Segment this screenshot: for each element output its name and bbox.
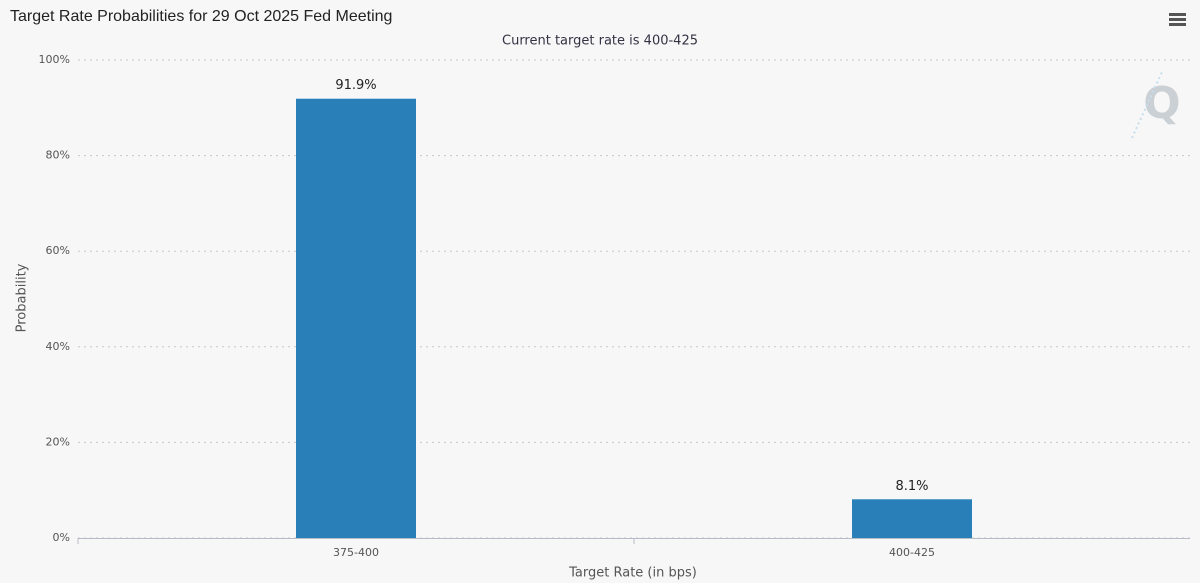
y-tick-label: 100% (39, 53, 70, 66)
chart-subtitle: Current target rate is 400-425 (502, 34, 698, 49)
x-axis-label: Target Rate (in bps) (568, 566, 697, 581)
y-tick-label: 0% (53, 531, 70, 544)
data-label: 91.9% (335, 78, 376, 93)
y-tick-label: 40% (46, 340, 70, 353)
logo-stripe (1131, 71, 1163, 139)
menu-bar[interactable] (1169, 23, 1186, 26)
chart-title: Target Rate Probabilities for 29 Oct 202… (10, 8, 392, 25)
y-tick-label: 80% (46, 149, 70, 162)
bar (852, 499, 972, 538)
bar (296, 98, 416, 538)
menu-bar[interactable] (1169, 18, 1186, 21)
menu-bar[interactable] (1169, 13, 1186, 16)
x-tick-label: 400-425 (889, 546, 935, 559)
logo: Q (1131, 71, 1181, 139)
x-tick-label: 375-400 (333, 546, 379, 559)
y-tick-label: 60% (46, 244, 70, 257)
data-label: 8.1% (895, 479, 928, 494)
menu-button[interactable] (1169, 13, 1186, 26)
y-tick-label: 20% (46, 435, 70, 448)
y-axis-label: Probability (15, 263, 30, 332)
logo-mark: Q (1143, 78, 1180, 129)
